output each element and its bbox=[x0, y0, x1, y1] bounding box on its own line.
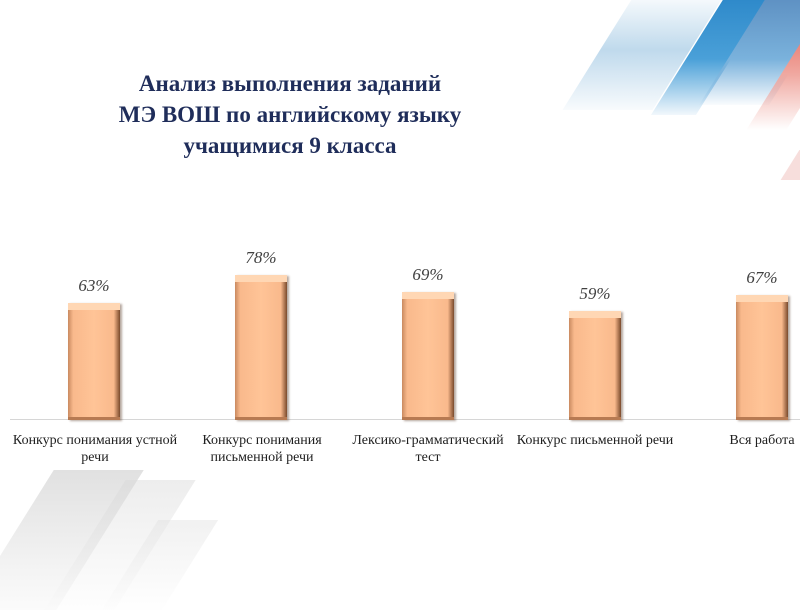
category-label-line: Конкурс понимания устной bbox=[12, 433, 178, 448]
title-line-2: МЭ ВОШ по английскому языку bbox=[118, 102, 462, 127]
bar bbox=[736, 295, 788, 420]
title-line-1: Анализ выполнения заданий bbox=[138, 71, 442, 96]
category-label-line: письменной речи bbox=[210, 450, 314, 465]
data-label: 69% bbox=[412, 265, 444, 284]
category-label-line: Конкурс письменной речи bbox=[516, 433, 674, 448]
bar bbox=[569, 311, 621, 420]
bar bbox=[235, 275, 287, 420]
data-label: 59% bbox=[579, 284, 611, 303]
category-label-line: Вся работа bbox=[729, 433, 795, 448]
category-label: Конкурс письменной речи bbox=[510, 432, 680, 449]
category-label: Конкурс понимания устной речи bbox=[10, 432, 180, 466]
title-line-3: учащимися 9 класса bbox=[183, 133, 397, 158]
category-label: Конкурс понимания письменной речи bbox=[177, 432, 347, 466]
data-label: 78% bbox=[245, 248, 277, 267]
bar bbox=[68, 303, 120, 420]
data-label: 63% bbox=[78, 276, 110, 295]
category-label-line: Конкурс понимания bbox=[202, 433, 322, 448]
bar bbox=[402, 292, 454, 420]
data-label: 67% bbox=[746, 268, 778, 287]
category-label-line: тест bbox=[415, 450, 441, 465]
slide-title: Анализ выполнения заданий МЭ ВОШ по англ… bbox=[60, 68, 520, 161]
category-label-line: Лексико-грамматический bbox=[352, 433, 504, 448]
category-label: Вся работа bbox=[677, 432, 800, 449]
category-label-line: речи bbox=[81, 450, 109, 465]
category-label: Лексико-грамматический тест bbox=[343, 432, 513, 466]
